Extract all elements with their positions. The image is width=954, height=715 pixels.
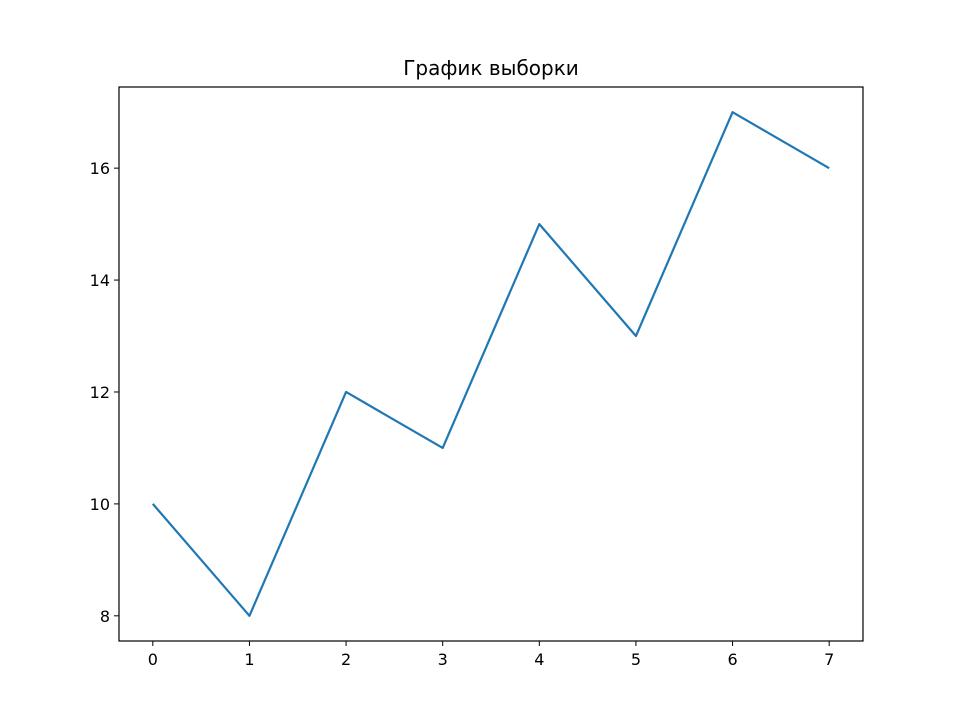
x-tick-label: 1	[244, 650, 254, 669]
x-tick-label: 0	[148, 650, 158, 669]
x-tick-label: 4	[534, 650, 544, 669]
x-tick-label: 6	[727, 650, 737, 669]
series-line	[151, 111, 830, 617]
y-tick-label: 16	[90, 159, 110, 178]
y-tick-label: 12	[90, 383, 110, 402]
x-tick-label: 7	[824, 650, 834, 669]
plot-frame	[118, 86, 864, 642]
x-tick-label: 2	[341, 650, 351, 669]
chart-title: График выборки	[403, 56, 579, 80]
y-tick-label: 8	[100, 607, 110, 626]
x-tick-label: 5	[631, 650, 641, 669]
y-tick-label: 14	[90, 271, 110, 290]
y-tick-label: 10	[90, 495, 110, 514]
x-tick-label: 3	[438, 650, 448, 669]
